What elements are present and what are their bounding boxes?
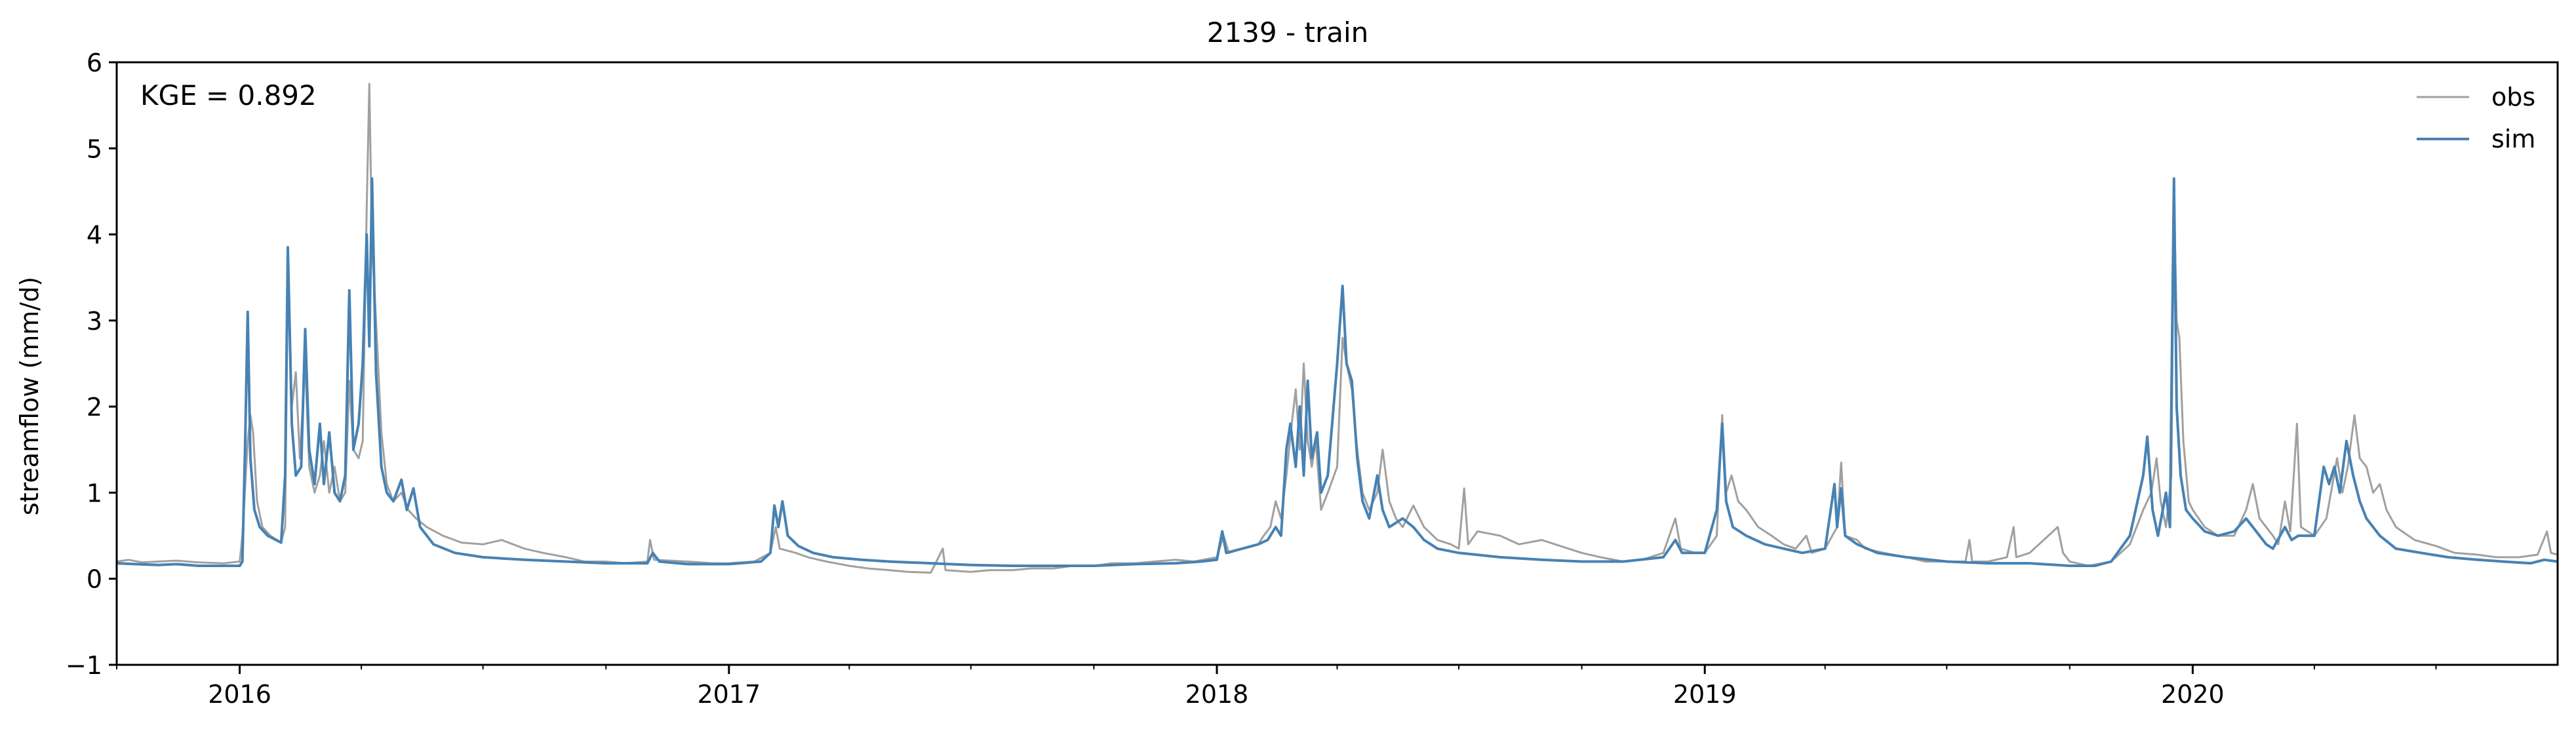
y-tick-label: 6 — [87, 49, 102, 77]
y-tick-label: 1 — [87, 479, 102, 507]
y-tick-label: 3 — [87, 307, 102, 336]
x-tick-label: 2016 — [208, 680, 271, 709]
x-tick-label: 2018 — [1185, 680, 1249, 709]
x-axis: 2016 2017 2018 2019 2020 — [116, 665, 2437, 709]
series-line-obs — [116, 83, 2558, 574]
chart-title: 2139 - train — [1207, 16, 1369, 49]
series-layer — [116, 83, 2558, 574]
y-tick-label: 5 — [87, 134, 102, 163]
y-tick-label: 0 — [87, 565, 102, 594]
legend: obs sim — [2417, 83, 2535, 153]
legend-label-obs: obs — [2491, 83, 2535, 111]
y-axis-label: streamflow (mm/d) — [15, 277, 44, 515]
y-tick-label: −1 — [66, 651, 102, 680]
x-tick-label: 2017 — [697, 680, 761, 709]
series-line-sim — [116, 177, 2558, 567]
kge-annotation: KGE = 0.892 — [140, 79, 317, 111]
legend-label-sim: sim — [2491, 125, 2535, 153]
y-tick-label: 2 — [87, 393, 102, 422]
plot-area — [115, 61, 2559, 666]
x-tick-label: 2019 — [1673, 680, 1737, 709]
y-axis: −1 0 1 2 3 4 5 6 — [66, 49, 117, 680]
y-tick-label: 4 — [87, 221, 102, 250]
x-tick-label: 2020 — [2161, 680, 2225, 709]
